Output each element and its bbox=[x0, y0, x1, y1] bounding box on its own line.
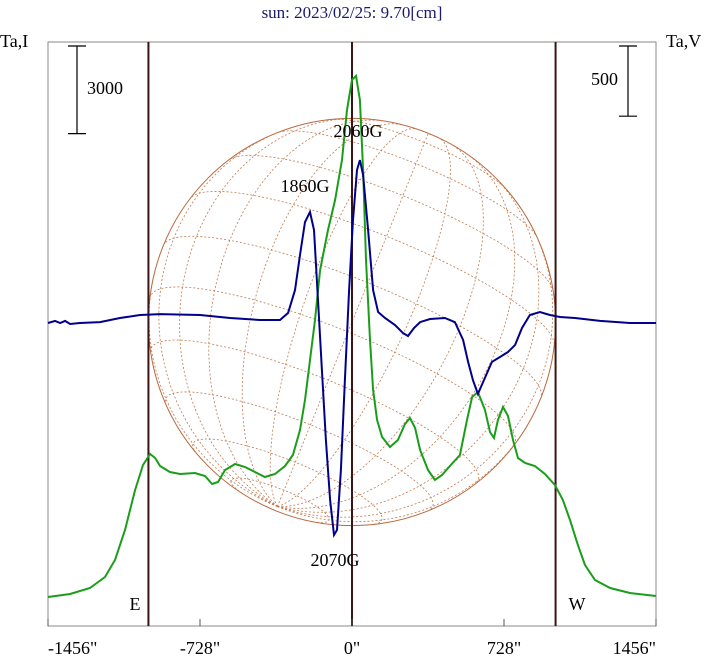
disk-grid bbox=[192, 438, 383, 525]
x-tick-label: -1456" bbox=[48, 638, 97, 658]
disk-grid bbox=[162, 235, 542, 399]
y2-axis-title: Ta,V bbox=[666, 31, 701, 51]
chart-title: sun: 2023/02/25: 9.70[cm] bbox=[262, 3, 443, 22]
disk-grid bbox=[230, 477, 330, 523]
annotation: 2060G bbox=[334, 121, 383, 141]
disk-grid bbox=[398, 123, 457, 148]
x-tick-label: 728" bbox=[487, 638, 521, 658]
disk-grid bbox=[277, 171, 540, 513]
annotation: 1860G bbox=[281, 176, 330, 196]
disk-grid bbox=[277, 144, 484, 507]
disk-grid bbox=[148, 245, 278, 507]
x-tick-label: 0" bbox=[344, 638, 360, 658]
annotation: W bbox=[569, 594, 586, 614]
series-line bbox=[47, 73, 657, 598]
disk-grid bbox=[179, 118, 357, 507]
annotation: E bbox=[130, 594, 141, 614]
x-tick-label: -728" bbox=[180, 638, 220, 658]
x-tick-label: 1456" bbox=[613, 638, 656, 658]
disk-grid bbox=[277, 138, 451, 507]
disk-grid bbox=[150, 339, 480, 484]
series-line bbox=[47, 159, 656, 539]
annotation: 2070G bbox=[311, 550, 360, 570]
scale-bar-label: 3000 bbox=[87, 78, 123, 98]
disk-grid bbox=[278, 130, 537, 237]
scale-bar-label: 500 bbox=[591, 69, 618, 89]
disk-grid bbox=[269, 128, 416, 507]
y-axis-title: Ta,I bbox=[0, 31, 28, 51]
disk-grid bbox=[277, 133, 429, 507]
disk-grid bbox=[333, 118, 507, 190]
